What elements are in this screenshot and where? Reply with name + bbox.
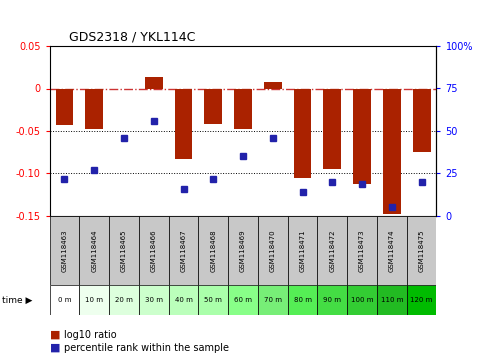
Bar bbox=[204, 88, 222, 124]
Bar bbox=[407, 285, 436, 315]
Bar bbox=[50, 216, 79, 285]
Text: GSM118469: GSM118469 bbox=[240, 229, 246, 272]
Text: log10 ratio: log10 ratio bbox=[64, 330, 117, 339]
Text: 20 m: 20 m bbox=[115, 297, 133, 303]
Text: GSM118467: GSM118467 bbox=[181, 229, 186, 272]
Bar bbox=[317, 216, 347, 285]
Text: GSM118472: GSM118472 bbox=[329, 229, 335, 272]
Text: GSM118471: GSM118471 bbox=[300, 229, 306, 272]
Text: GSM118473: GSM118473 bbox=[359, 229, 365, 272]
Bar bbox=[109, 216, 139, 285]
Bar bbox=[115, 88, 133, 89]
Text: 0 m: 0 m bbox=[58, 297, 71, 303]
Bar bbox=[198, 216, 228, 285]
Bar bbox=[377, 216, 407, 285]
Bar bbox=[234, 88, 252, 129]
Bar bbox=[175, 88, 192, 159]
Text: 100 m: 100 m bbox=[351, 297, 373, 303]
Text: GSM118470: GSM118470 bbox=[270, 229, 276, 272]
Bar bbox=[288, 216, 317, 285]
Bar bbox=[383, 88, 401, 214]
Bar bbox=[288, 285, 317, 315]
Bar bbox=[50, 285, 79, 315]
Text: 50 m: 50 m bbox=[204, 297, 222, 303]
Bar bbox=[169, 216, 198, 285]
Text: GSM118465: GSM118465 bbox=[121, 229, 127, 272]
Text: GSM118475: GSM118475 bbox=[419, 229, 425, 272]
Text: percentile rank within the sample: percentile rank within the sample bbox=[64, 343, 230, 353]
Bar bbox=[264, 82, 282, 88]
Text: 30 m: 30 m bbox=[145, 297, 163, 303]
Text: 120 m: 120 m bbox=[410, 297, 433, 303]
Text: 60 m: 60 m bbox=[234, 297, 252, 303]
Text: 110 m: 110 m bbox=[380, 297, 403, 303]
Bar bbox=[145, 78, 163, 88]
Bar bbox=[258, 216, 288, 285]
Bar bbox=[258, 285, 288, 315]
Bar bbox=[198, 285, 228, 315]
Bar bbox=[228, 216, 258, 285]
Text: ■: ■ bbox=[50, 343, 60, 353]
Text: GSM118474: GSM118474 bbox=[389, 229, 395, 272]
Bar bbox=[228, 285, 258, 315]
Bar bbox=[139, 285, 169, 315]
Bar bbox=[347, 216, 377, 285]
Bar bbox=[79, 285, 109, 315]
Text: 40 m: 40 m bbox=[175, 297, 192, 303]
Text: GSM118463: GSM118463 bbox=[62, 229, 67, 272]
Bar bbox=[407, 216, 436, 285]
Text: 10 m: 10 m bbox=[85, 297, 103, 303]
Text: 80 m: 80 m bbox=[294, 297, 311, 303]
Bar bbox=[294, 88, 311, 178]
Text: 70 m: 70 m bbox=[264, 297, 282, 303]
Bar bbox=[353, 88, 371, 184]
Text: ■: ■ bbox=[50, 330, 60, 339]
Bar bbox=[139, 216, 169, 285]
Text: time ▶: time ▶ bbox=[2, 296, 33, 304]
Text: GSM118466: GSM118466 bbox=[151, 229, 157, 272]
Bar bbox=[85, 88, 103, 129]
Bar bbox=[413, 88, 431, 152]
Bar bbox=[109, 285, 139, 315]
Text: GSM118468: GSM118468 bbox=[210, 229, 216, 272]
Bar bbox=[56, 88, 73, 125]
Bar bbox=[347, 285, 377, 315]
Bar bbox=[79, 216, 109, 285]
Bar bbox=[169, 285, 198, 315]
Text: 90 m: 90 m bbox=[323, 297, 341, 303]
Text: GSM118464: GSM118464 bbox=[91, 229, 97, 272]
Text: GDS2318 / YKL114C: GDS2318 / YKL114C bbox=[69, 30, 195, 44]
Bar bbox=[377, 285, 407, 315]
Bar bbox=[317, 285, 347, 315]
Bar bbox=[323, 88, 341, 169]
